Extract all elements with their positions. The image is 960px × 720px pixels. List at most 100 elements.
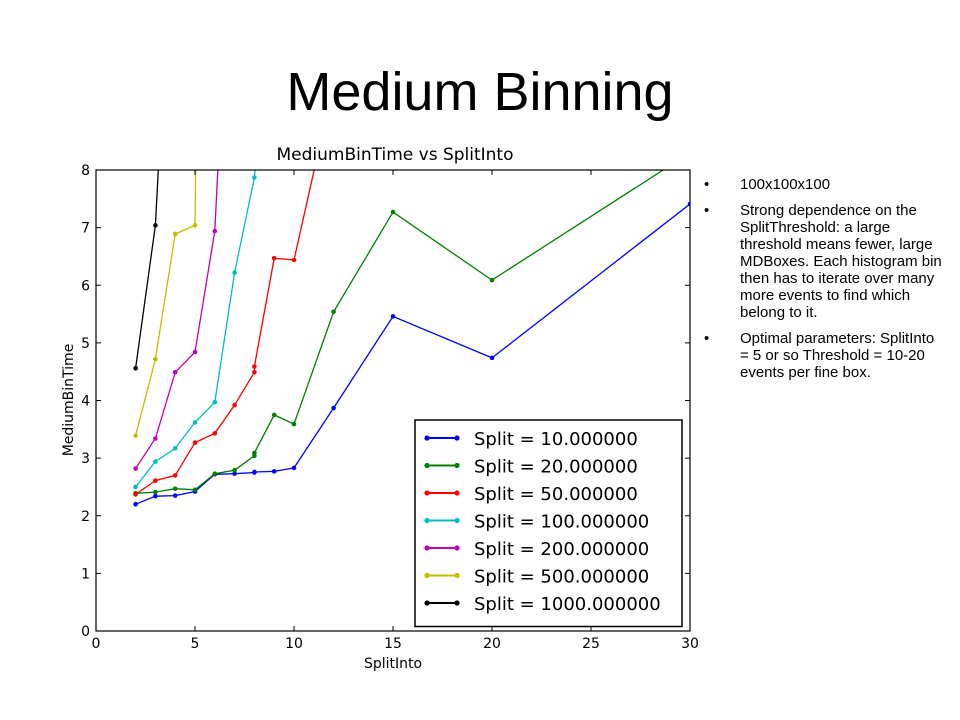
data-point (212, 228, 218, 234)
y-axis-label: MediumBinTime (61, 344, 77, 457)
series-7 (133, 110, 164, 371)
y-tick-label: 8 (81, 163, 90, 179)
data-point (232, 467, 237, 473)
data-point (172, 473, 178, 478)
y-tick-label: 1 (81, 566, 90, 582)
legend-swatch-marker (424, 462, 430, 469)
series-line (135, 170, 219, 469)
bullet-text: 100x100x100 (740, 176, 831, 193)
legend-item: Split = 20.000000 (424, 457, 638, 478)
data-point (172, 231, 178, 237)
data-point (133, 365, 138, 371)
chart-title: MediumBinTime vs SplitInto (276, 145, 513, 165)
legend-label: Split = 10.000000 (474, 429, 638, 450)
legend-label: Split = 500.000000 (474, 567, 649, 588)
series-5 (133, 170, 219, 471)
bullet-text: Optimal parameters: SplitInto = 5 or so … (740, 330, 935, 381)
legend-swatch-marker (424, 600, 430, 606)
bullet-item: • Strong dependence on the SplitThreshold… (704, 202, 944, 321)
data-point (252, 364, 257, 369)
data-point (252, 469, 257, 475)
slide-title: Medium Binning (286, 62, 674, 122)
data-point (153, 459, 158, 464)
series-4 (133, 110, 263, 490)
data-point (172, 486, 178, 491)
y-tick-label: 3 (81, 451, 90, 467)
series-6 (133, 170, 198, 438)
bullet-dot: • (704, 202, 710, 219)
data-point (390, 209, 396, 215)
legend-label: Split = 1000.000000 (474, 594, 661, 615)
data-point (258, 110, 263, 115)
y-tick-label: 5 (81, 336, 90, 352)
x-tick-label: 15 (384, 636, 402, 652)
data-point (291, 421, 297, 427)
data-point (291, 465, 297, 471)
legend-swatch-marker (424, 572, 430, 579)
x-axis-label: SplitInto (364, 656, 422, 672)
legend-swatch-marker (424, 490, 430, 496)
data-point (172, 493, 178, 498)
data-point (133, 492, 138, 497)
data-point (153, 436, 158, 441)
legend-swatch-marker (424, 517, 430, 524)
data-point (192, 349, 198, 355)
data-point (133, 466, 138, 471)
legend-swatch-marker (454, 545, 460, 551)
legend-swatch-marker (454, 600, 460, 606)
data-point (489, 277, 495, 283)
x-tick-label: 5 (191, 636, 200, 652)
data-point (192, 487, 198, 493)
x-tick-label: 20 (483, 636, 501, 652)
legend-item: Split = 10.000000 (424, 429, 638, 450)
data-point (271, 255, 277, 261)
data-point (212, 431, 218, 436)
data-point (192, 223, 198, 228)
bullet-list: • 100x100x100 • Strong dependence on the Sp… (704, 176, 944, 390)
data-point (331, 309, 336, 315)
data-point (192, 440, 198, 445)
y-tick-label: 2 (81, 509, 90, 525)
legend-box (414, 419, 683, 628)
bullet-item: • 100x100x100 (704, 176, 944, 193)
legend-swatch-marker (424, 545, 430, 551)
data-point (153, 493, 158, 499)
legend-swatch-marker (424, 435, 430, 441)
bullet-text: Strong dependence on the SplitThreshold:… (740, 202, 942, 321)
data-point (212, 399, 218, 405)
data-point (153, 489, 158, 495)
data-point (331, 405, 336, 411)
series-3 (133, 170, 315, 497)
series-line (134, 170, 159, 369)
bullet-dot: • (704, 330, 710, 347)
data-point (688, 150, 693, 155)
y-tick-label: 4 (81, 394, 90, 410)
y-tick-label: 0 (81, 624, 90, 640)
legend-item: Split = 100.000000 (424, 512, 649, 533)
x-tick-label: 10 (285, 636, 303, 652)
legend-label: Split = 20.000000 (474, 457, 638, 478)
data-point (153, 478, 158, 483)
y-tick-label: 6 (81, 278, 90, 294)
data-point (159, 110, 164, 115)
data-point (489, 355, 495, 361)
data-point (232, 471, 237, 476)
legend-swatch-marker (454, 517, 460, 524)
data-point (133, 501, 138, 507)
data-point (271, 412, 277, 418)
legend-swatch-marker (454, 572, 460, 579)
line-chart: MediumBinTime vs SplitInto 0 5 10 15 20 25 300… (61, 110, 699, 672)
data-point (232, 402, 237, 408)
data-point (133, 484, 138, 490)
legend-item: Split = 1000.000000 (424, 594, 661, 615)
data-point (252, 369, 257, 375)
data-point (252, 175, 257, 180)
series-line (135, 170, 256, 488)
bullet-item: • Optimal parameters: SplitInto = 5 or so… (704, 330, 944, 381)
x-tick-label: 25 (582, 636, 600, 652)
data-point (153, 223, 158, 228)
legend-item: Split = 50.000000 (424, 484, 638, 505)
data-point (252, 450, 257, 456)
legend-label: Split = 50.000000 (474, 484, 638, 505)
legend-item: Split = 500.000000 (424, 567, 649, 588)
